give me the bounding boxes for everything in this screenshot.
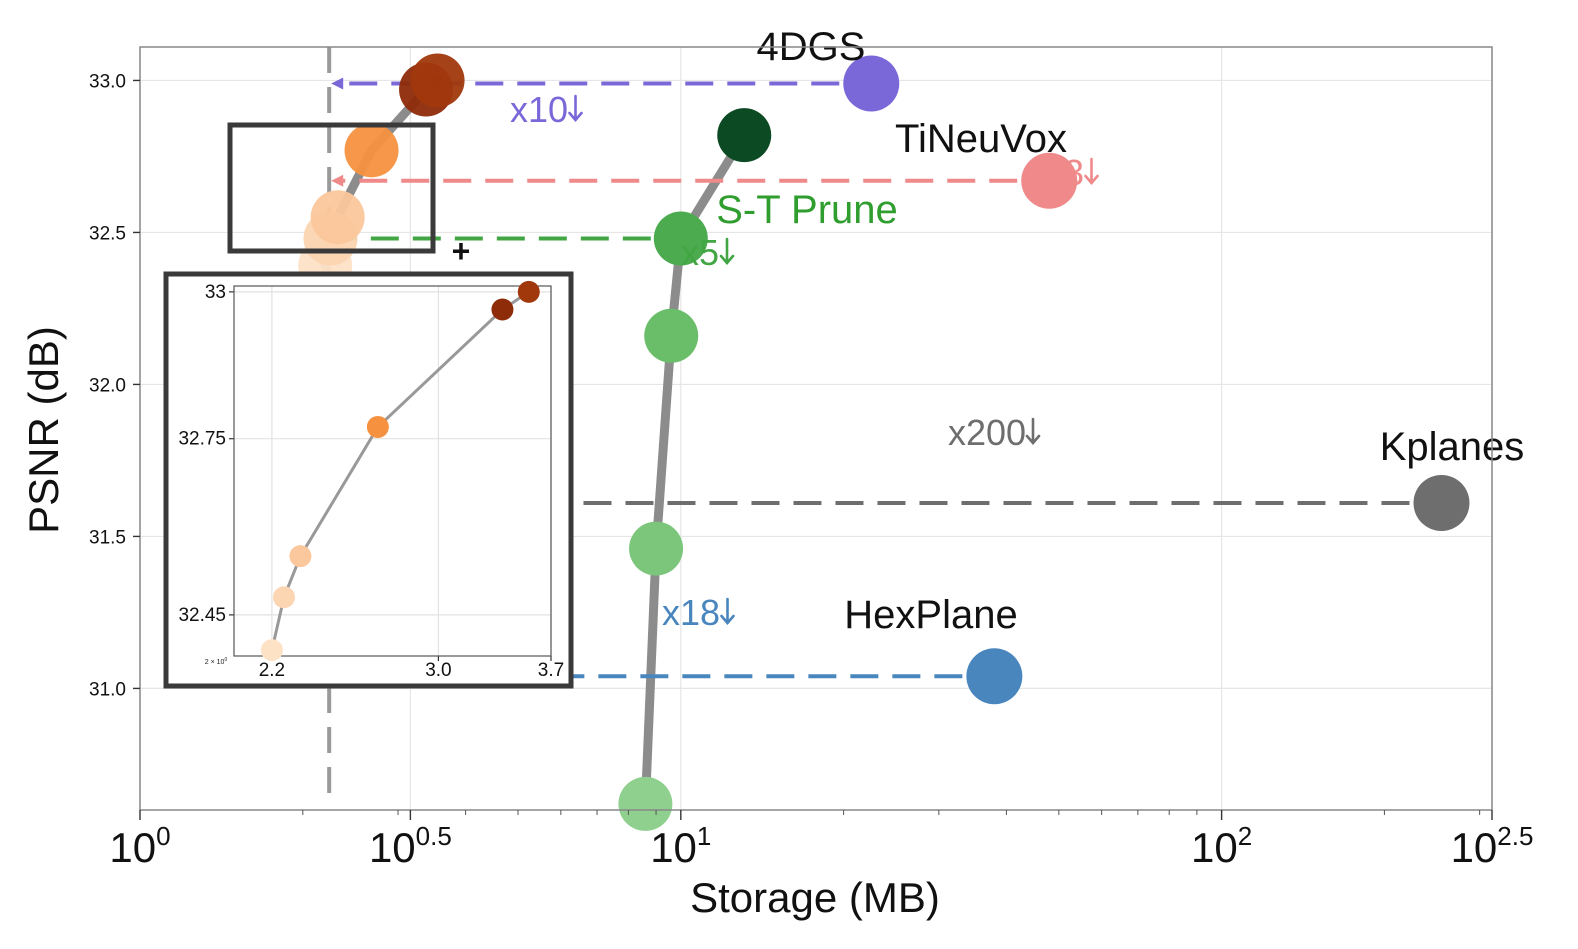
data-point xyxy=(653,211,708,266)
data-point xyxy=(629,521,684,576)
y-axis-title: PSNR (dB) xyxy=(20,326,67,534)
inset-data-point xyxy=(260,639,283,662)
zoom-plus-marker: + xyxy=(452,233,471,269)
inset-data-point xyxy=(272,586,295,609)
down-arrow-icon xyxy=(720,597,735,625)
ratio-label: x5 xyxy=(681,232,719,273)
method-label: Kplanes xyxy=(1380,425,1525,469)
x-tick-label: 102.5 xyxy=(1451,821,1534,871)
data-point xyxy=(410,53,465,108)
inset-data-point xyxy=(517,280,540,303)
x-tick-label: 100 xyxy=(109,821,170,871)
down-arrow-icon xyxy=(1025,417,1041,445)
y-tick-label: 31.0 xyxy=(89,679,126,700)
data-point xyxy=(644,308,699,363)
point-hexplane xyxy=(966,648,1023,705)
data-point xyxy=(618,776,673,831)
inset-plot-frame xyxy=(233,285,552,657)
inset-y-tick-label: 33 xyxy=(205,282,226,303)
inset-x-tick-label: 3.7 xyxy=(538,660,564,681)
x-tick-label: 100.5 xyxy=(369,821,452,871)
down-arrow-icon xyxy=(568,94,583,122)
data-point xyxy=(344,123,399,178)
inset-y-tick-label: 32.45 xyxy=(178,605,226,626)
ratio-label: x10 xyxy=(510,89,568,130)
data-point xyxy=(717,108,772,163)
y-tick-label: 32.0 xyxy=(89,375,126,396)
y-tick-label: 31.5 xyxy=(89,527,126,548)
data-points xyxy=(298,53,1470,831)
data-point xyxy=(310,190,365,245)
y-tick-label: 32.5 xyxy=(89,223,126,244)
point-kplanes xyxy=(1413,474,1470,531)
inset-frame xyxy=(163,271,574,689)
method-label: S-T Prune xyxy=(716,188,898,232)
x-tick-label: 102 xyxy=(1191,821,1252,871)
inset-data-point xyxy=(491,298,514,321)
down-arrow-icon xyxy=(1084,157,1099,185)
ratio-label: x23 xyxy=(1026,152,1084,193)
arrow-4dgs-head xyxy=(331,77,344,90)
arrow-tineuvox-head xyxy=(331,174,344,187)
inset-data-point xyxy=(366,415,389,438)
down-arrow-icon xyxy=(719,237,735,265)
point-tineuvox xyxy=(1021,152,1078,209)
x-axis-title: Storage (MB) xyxy=(690,874,940,921)
ratio-label: x200 xyxy=(948,412,1026,453)
zoom-region-box xyxy=(227,122,436,254)
plot-frame xyxy=(139,46,1493,811)
inset-x-tick-label: 3.0 xyxy=(425,660,451,681)
x-tick-label: 101 xyxy=(650,821,711,871)
inset-x-tick-label: 2.2 xyxy=(259,660,285,681)
y-tick-label: 33.0 xyxy=(89,71,126,92)
method-label: HexPlane xyxy=(844,593,1017,637)
axis-ticks: 31.0 31.5 32.0 32.5 33.0 100 100.5 101 102 102.5 xyxy=(89,71,1533,871)
inset-data-point xyxy=(289,545,312,568)
inset-corner-label: 2 × 100 xyxy=(205,657,228,666)
method-label: TiNeuVox xyxy=(895,117,1067,161)
inset-y-tick-label: 32.75 xyxy=(178,429,226,450)
point-4dgs xyxy=(843,55,900,112)
ratio-label: x18 xyxy=(662,592,720,633)
inset-chart: 32.45 32.75 33 2.2 3.0 3.7 2 × 100 xyxy=(163,271,574,689)
